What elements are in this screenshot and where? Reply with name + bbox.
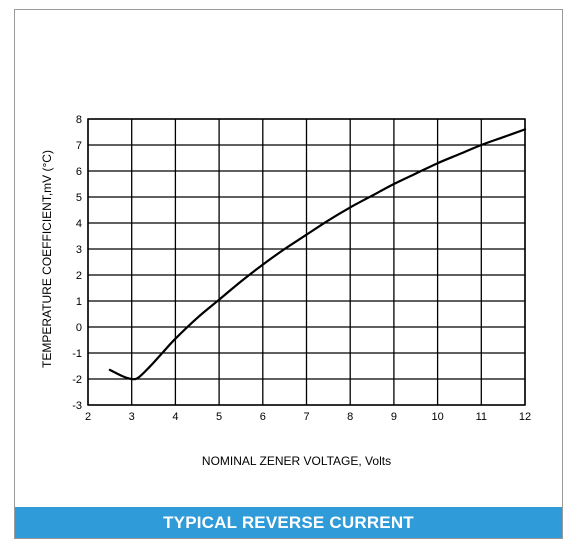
x-tick-label: 7 xyxy=(303,411,309,423)
x-tick-label: 3 xyxy=(129,411,135,423)
x-tick-label: 10 xyxy=(431,411,443,423)
x-tick-label: 12 xyxy=(519,411,531,423)
y-tick-label: 1 xyxy=(76,296,82,308)
chart-frame: 2 3 4 5 6 7 8 9 10 11 12 -3 -2 -1 0 1 2 3 4 5 6 7 8 NOMINAL ZEN… xyxy=(14,9,563,539)
x-axis-label: NOMINAL ZENER VOLTAGE, Volts xyxy=(202,454,391,468)
y-tick-label: 4 xyxy=(76,218,82,230)
x-tick-label: 5 xyxy=(216,411,222,423)
y-tick-label: -1 xyxy=(72,348,82,360)
y-tick-label: 8 xyxy=(76,114,82,126)
y-tick-label: 3 xyxy=(76,244,82,256)
x-tick-label: 6 xyxy=(260,411,266,423)
series-line xyxy=(108,128,527,381)
x-tick-label: 8 xyxy=(347,411,353,423)
y-tick-label: 7 xyxy=(76,140,82,152)
y-tick-label: -3 xyxy=(72,400,82,412)
x-tick-label: 2 xyxy=(85,411,91,423)
plot-border xyxy=(87,118,526,406)
y-tick-label: 6 xyxy=(76,166,82,178)
x-tick-label: 11 xyxy=(476,411,487,423)
y-tick-label: 0 xyxy=(76,322,82,334)
chart-banner-title: TYPICAL REVERSE CURRENT xyxy=(15,507,562,538)
y-tick-label: 2 xyxy=(76,270,82,282)
y-tick-label: -2 xyxy=(72,374,82,386)
y-tick-label: 5 xyxy=(76,192,82,204)
x-tick-label: 9 xyxy=(391,411,397,423)
y-axis-label: TEMPERATURE COEFFICIENT,mV (°C) xyxy=(40,150,54,368)
x-tick-label: 4 xyxy=(172,411,178,423)
